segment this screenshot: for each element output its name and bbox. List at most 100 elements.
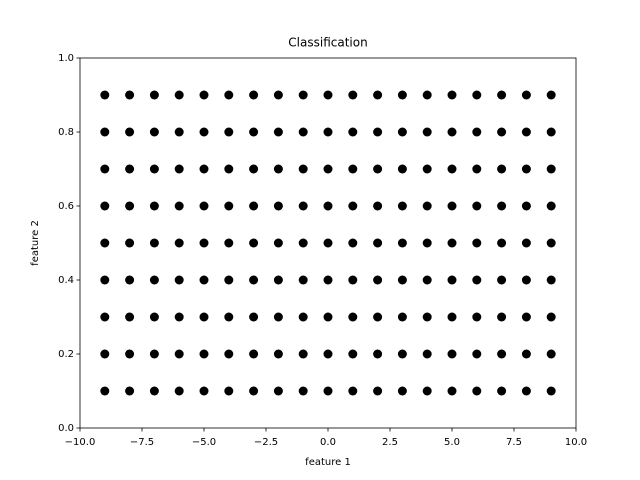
point <box>149 201 159 211</box>
point <box>373 127 383 137</box>
x-tick-label: 5.0 <box>444 437 460 448</box>
y-tick-label: 0.6 <box>58 201 74 212</box>
point <box>224 275 234 285</box>
point <box>273 386 283 396</box>
point <box>199 275 209 285</box>
point <box>273 275 283 285</box>
point <box>397 90 407 100</box>
point <box>249 201 259 211</box>
point <box>422 349 432 359</box>
point <box>174 127 184 137</box>
point <box>447 90 457 100</box>
point <box>323 312 333 322</box>
point <box>497 312 507 322</box>
point <box>348 275 358 285</box>
point <box>174 164 184 174</box>
point <box>100 386 110 396</box>
point <box>199 127 209 137</box>
x-tick-label: −10.0 <box>65 437 96 448</box>
point <box>125 201 135 211</box>
point <box>447 349 457 359</box>
point <box>273 201 283 211</box>
point <box>348 386 358 396</box>
point <box>224 238 234 248</box>
point <box>273 312 283 322</box>
point <box>497 90 507 100</box>
point <box>373 90 383 100</box>
point <box>273 349 283 359</box>
point <box>497 349 507 359</box>
point <box>373 238 383 248</box>
point <box>373 349 383 359</box>
point <box>224 349 234 359</box>
point <box>472 164 482 174</box>
point <box>472 201 482 211</box>
point <box>397 312 407 322</box>
point <box>546 127 556 137</box>
point <box>422 201 432 211</box>
point <box>546 90 556 100</box>
point <box>125 312 135 322</box>
point <box>100 275 110 285</box>
point <box>298 127 308 137</box>
point <box>100 312 110 322</box>
point <box>323 349 333 359</box>
point <box>174 312 184 322</box>
point <box>298 386 308 396</box>
point <box>546 164 556 174</box>
point <box>546 386 556 396</box>
point <box>373 201 383 211</box>
point <box>546 349 556 359</box>
point <box>348 164 358 174</box>
x-tick-label: 0.0 <box>320 437 336 448</box>
point <box>149 312 159 322</box>
point <box>348 349 358 359</box>
point <box>100 164 110 174</box>
point <box>497 238 507 248</box>
point <box>497 275 507 285</box>
point <box>397 127 407 137</box>
point <box>323 386 333 396</box>
point <box>521 164 531 174</box>
y-tick-label: 0.0 <box>58 423 74 434</box>
point <box>249 386 259 396</box>
point <box>472 312 482 322</box>
point <box>149 164 159 174</box>
point <box>149 90 159 100</box>
point <box>422 90 432 100</box>
point <box>224 201 234 211</box>
point <box>174 275 184 285</box>
point <box>224 90 234 100</box>
point <box>497 164 507 174</box>
point <box>546 201 556 211</box>
point <box>447 238 457 248</box>
point <box>298 349 308 359</box>
point <box>521 201 531 211</box>
point <box>348 90 358 100</box>
y-tick-label: 0.8 <box>58 127 74 138</box>
point <box>323 275 333 285</box>
point <box>521 127 531 137</box>
point <box>298 90 308 100</box>
point <box>224 164 234 174</box>
point <box>546 238 556 248</box>
point <box>273 238 283 248</box>
point <box>397 201 407 211</box>
y-tick-label: 1.0 <box>58 53 74 64</box>
point <box>323 201 333 211</box>
point <box>149 349 159 359</box>
point <box>174 201 184 211</box>
x-tick-label: 10.0 <box>565 437 587 448</box>
point <box>174 238 184 248</box>
point <box>249 238 259 248</box>
point <box>199 238 209 248</box>
point <box>298 164 308 174</box>
point <box>100 90 110 100</box>
point <box>397 275 407 285</box>
point <box>249 349 259 359</box>
point <box>298 238 308 248</box>
y-tick-label: 0.4 <box>58 275 74 286</box>
point <box>397 386 407 396</box>
point <box>546 312 556 322</box>
